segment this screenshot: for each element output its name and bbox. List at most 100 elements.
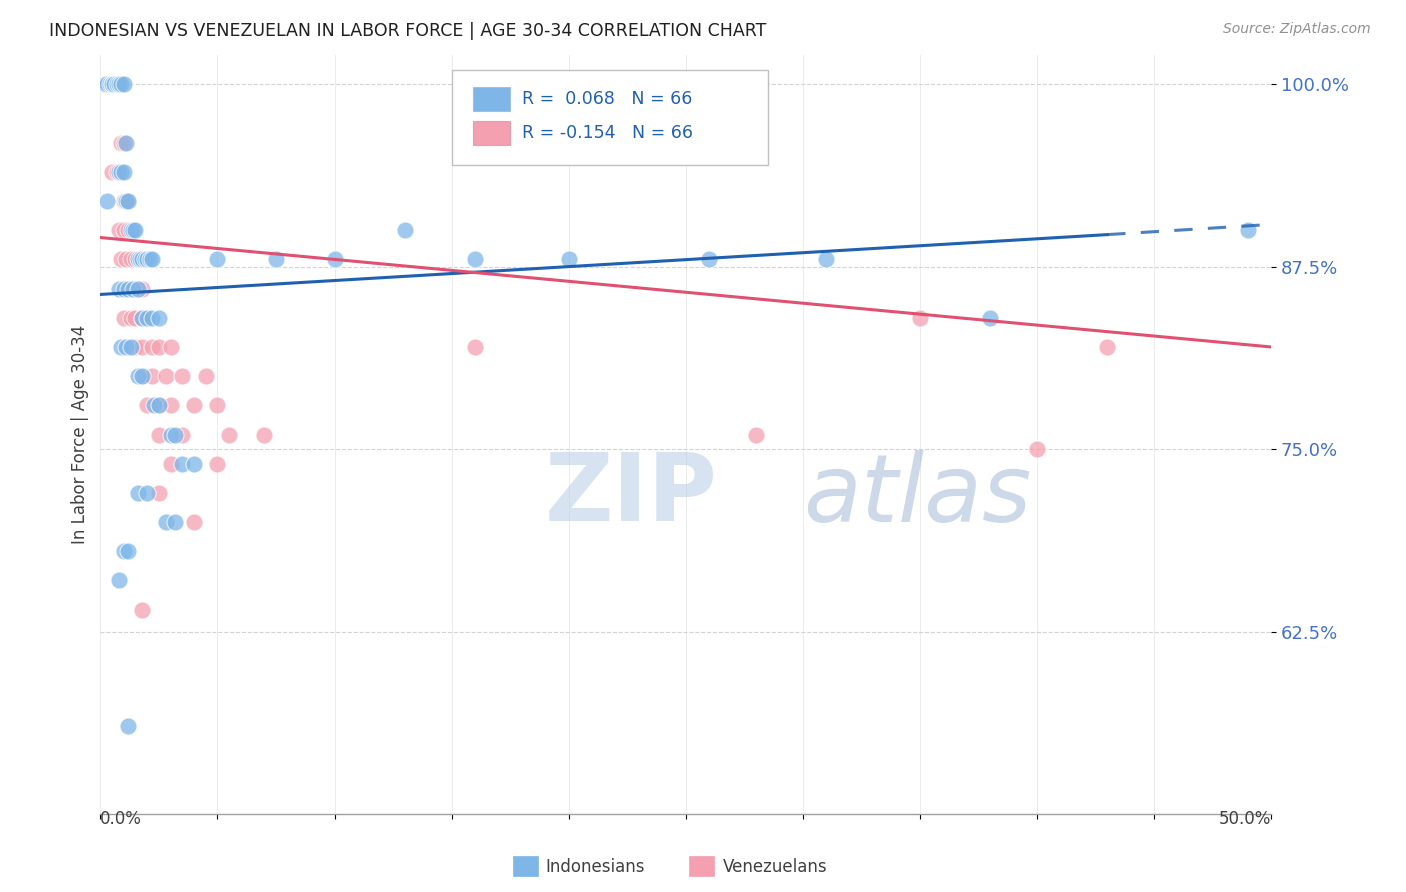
Point [94,78,117,92]
Point [112,194,135,208]
Point [172,457,194,471]
Point [131,369,153,384]
Point [155,369,177,384]
Point [131,602,153,616]
Point [141,310,163,325]
Point [138,252,160,267]
Point [122,282,145,296]
Point [108,165,131,179]
Point [557,252,579,267]
Point [165,515,187,529]
Point [1095,340,1118,354]
Point [124,223,146,237]
Point [108,78,131,92]
Point [108,78,131,92]
Point [115,340,138,354]
Point [110,136,132,150]
Point [129,252,152,267]
Point [148,398,170,412]
Point [194,369,217,384]
Point [112,282,135,296]
Point [148,340,170,354]
Point [101,165,124,179]
Point [136,310,159,325]
Point [115,194,138,208]
Point [131,310,153,325]
Point [264,252,287,267]
Point [103,78,125,92]
Point [148,427,170,442]
Point [908,310,931,325]
Point [165,427,187,442]
Point [110,165,132,179]
Point [323,252,346,267]
Point [112,136,135,150]
Point [127,282,149,296]
Point [110,165,132,179]
Point [141,340,163,354]
Point [117,194,139,208]
Point [122,223,145,237]
Point [101,78,124,92]
Point [115,194,138,208]
Point [131,340,153,354]
Point [96,78,118,92]
Point [155,515,177,529]
Point [131,310,153,325]
Point [159,457,181,471]
Point [101,78,124,92]
Point [131,369,153,384]
Point [96,78,118,92]
Point [697,252,720,267]
Point [141,369,163,384]
Point [183,457,205,471]
Point [122,223,145,237]
Text: atlas: atlas [803,450,1031,541]
Point [745,427,768,442]
Point [207,252,229,267]
Point [112,78,135,92]
Point [120,310,142,325]
Point [117,223,139,237]
Point [103,78,125,92]
Point [136,398,159,412]
Point [112,282,135,296]
Text: 50.0%: 50.0% [1219,810,1271,828]
Y-axis label: In Labor Force | Age 30-34: In Labor Force | Age 30-34 [72,325,89,544]
Point [134,252,156,267]
Point [122,282,145,296]
Point [127,486,149,500]
FancyBboxPatch shape [451,70,768,165]
Point [115,136,138,150]
Point [110,252,132,267]
Point [136,310,159,325]
Point [96,194,118,208]
Point [172,369,194,384]
Point [394,223,416,237]
Point [1236,223,1258,237]
Point [127,369,149,384]
Text: Source: ZipAtlas.com: Source: ZipAtlas.com [1223,22,1371,37]
Text: R = -0.154   N = 66: R = -0.154 N = 66 [522,124,693,143]
Point [148,398,170,412]
Text: ZIP: ZIP [546,450,718,541]
Point [120,340,142,354]
Point [127,282,149,296]
Point [112,544,135,558]
Point [105,78,128,92]
Point [131,282,153,296]
Point [172,427,194,442]
Point [1026,442,1049,456]
Text: Venezuelans: Venezuelans [723,858,827,876]
Point [112,165,135,179]
Point [183,515,205,529]
Point [159,398,181,412]
Point [110,78,132,92]
Text: Indonesians: Indonesians [546,858,645,876]
Point [108,223,131,237]
Point [117,544,139,558]
Point [207,398,229,412]
Point [117,194,139,208]
Point [127,252,149,267]
Point [141,252,163,267]
